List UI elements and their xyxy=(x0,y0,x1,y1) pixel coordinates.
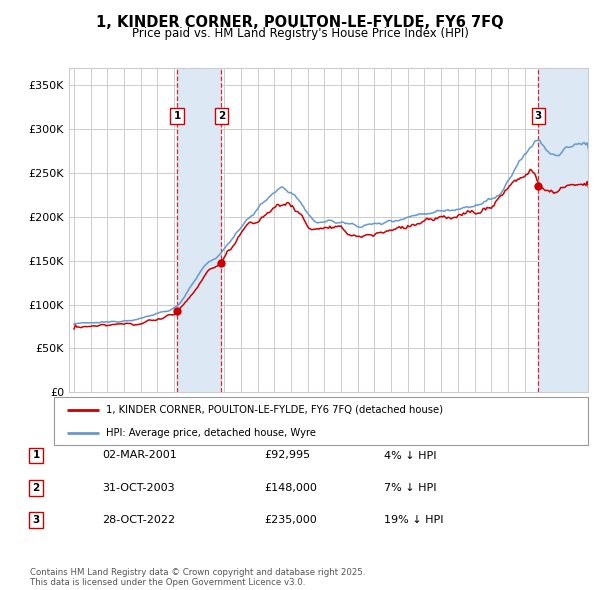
Text: 1, KINDER CORNER, POULTON-LE-FYLDE, FY6 7FQ: 1, KINDER CORNER, POULTON-LE-FYLDE, FY6 … xyxy=(96,15,504,30)
Text: 02-MAR-2001: 02-MAR-2001 xyxy=(102,451,177,460)
FancyBboxPatch shape xyxy=(54,397,588,445)
Text: 31-OCT-2003: 31-OCT-2003 xyxy=(102,483,175,493)
Text: £148,000: £148,000 xyxy=(264,483,317,493)
Text: 7% ↓ HPI: 7% ↓ HPI xyxy=(384,483,437,493)
Text: 1, KINDER CORNER, POULTON-LE-FYLDE, FY6 7FQ (detached house): 1, KINDER CORNER, POULTON-LE-FYLDE, FY6 … xyxy=(106,405,443,415)
Text: 1: 1 xyxy=(32,451,40,460)
Text: HPI: Average price, detached house, Wyre: HPI: Average price, detached house, Wyre xyxy=(106,428,316,438)
Text: Contains HM Land Registry data © Crown copyright and database right 2025.
This d: Contains HM Land Registry data © Crown c… xyxy=(30,568,365,587)
Bar xyxy=(538,68,588,392)
Text: 19% ↓ HPI: 19% ↓ HPI xyxy=(384,516,443,525)
Text: Price paid vs. HM Land Registry's House Price Index (HPI): Price paid vs. HM Land Registry's House … xyxy=(131,27,469,40)
Text: 3: 3 xyxy=(535,111,542,121)
Text: 2: 2 xyxy=(32,483,40,493)
Text: 4% ↓ HPI: 4% ↓ HPI xyxy=(384,451,437,460)
Text: 28-OCT-2022: 28-OCT-2022 xyxy=(102,516,175,525)
Bar xyxy=(177,68,221,392)
Text: £235,000: £235,000 xyxy=(264,516,317,525)
Text: 3: 3 xyxy=(32,516,40,525)
Text: 1: 1 xyxy=(173,111,181,121)
Text: 2: 2 xyxy=(218,111,225,121)
Text: £92,995: £92,995 xyxy=(264,451,310,460)
